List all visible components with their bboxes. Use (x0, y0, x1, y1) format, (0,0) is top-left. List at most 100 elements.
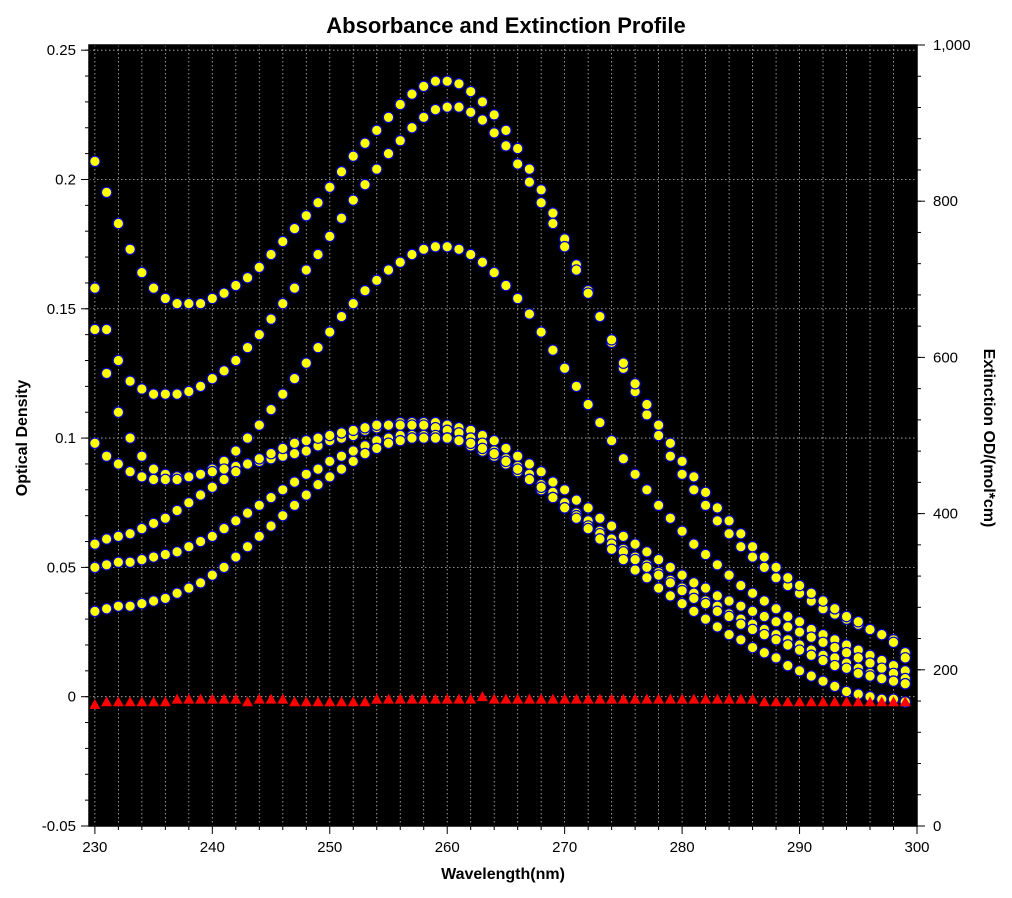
data-point (136, 597, 148, 610)
data-point (676, 468, 688, 481)
data-point (711, 559, 724, 571)
data-point (429, 75, 442, 88)
data-point (312, 248, 324, 261)
data-point (335, 450, 348, 462)
data-point (206, 530, 219, 543)
data-point (793, 665, 806, 677)
data-point (547, 476, 559, 488)
data-point (711, 502, 724, 514)
data-point (441, 240, 454, 253)
data-point (347, 150, 360, 163)
x-tick-label: 250 (317, 839, 342, 856)
data-point (652, 582, 665, 594)
y2-tick-label: 0 (933, 818, 941, 835)
data-point (699, 548, 712, 561)
residual-point (159, 696, 171, 707)
data-point (511, 142, 524, 155)
data-point (770, 652, 782, 664)
data-point (359, 178, 371, 191)
data-point (406, 121, 418, 134)
y2-tick-label: 1,000 (933, 37, 971, 54)
data-point (852, 615, 865, 628)
data-point (124, 375, 136, 387)
residual-point (594, 693, 606, 704)
residual-point (606, 693, 618, 704)
data-point (782, 621, 794, 633)
data-point (276, 388, 289, 400)
data-point (136, 450, 148, 462)
data-point (617, 357, 630, 369)
data-point (464, 106, 477, 119)
data-point (652, 429, 665, 442)
data-point (770, 561, 782, 574)
residual-point (523, 693, 535, 704)
residual-point (570, 693, 582, 704)
data-point (230, 279, 242, 292)
data-point (112, 354, 125, 367)
data-point (159, 292, 172, 305)
data-point (875, 628, 888, 641)
data-point (582, 287, 594, 300)
data-point (488, 109, 500, 121)
data-point (476, 114, 489, 126)
data-point (875, 672, 888, 685)
residual-point (382, 693, 394, 704)
data-point (793, 644, 806, 656)
data-point (617, 452, 630, 465)
data-point (406, 88, 418, 100)
data-point (641, 398, 653, 411)
data-point (746, 540, 759, 553)
data-point (570, 494, 583, 506)
residual-point (476, 691, 488, 702)
data-point (828, 641, 841, 654)
data-point (770, 615, 782, 628)
residual-point (841, 696, 853, 707)
data-point (335, 165, 348, 178)
data-point (335, 310, 348, 323)
data-point (629, 468, 641, 481)
data-point (547, 207, 559, 219)
data-point (476, 256, 489, 269)
data-point (840, 685, 853, 698)
data-point (218, 365, 230, 377)
data-point (323, 429, 336, 442)
y-tick-label: 0.15 (47, 301, 76, 318)
data-point (664, 561, 677, 574)
data-point (535, 465, 547, 478)
y2-tick-label: 800 (933, 193, 958, 210)
data-point (218, 522, 230, 535)
data-point (688, 538, 700, 550)
data-point (206, 481, 219, 494)
data-point (699, 499, 712, 512)
residual-point (206, 693, 218, 704)
data-point (112, 217, 125, 230)
residual-point (629, 693, 641, 704)
data-point (629, 538, 641, 550)
x-tick-label: 300 (904, 839, 929, 856)
data-point (136, 266, 148, 279)
data-point (89, 561, 101, 574)
residual-point (852, 696, 864, 707)
residual-point (676, 693, 688, 704)
data-point (100, 559, 113, 571)
data-point (840, 610, 853, 623)
data-point (664, 437, 677, 450)
data-point (488, 127, 500, 139)
data-point (735, 579, 747, 592)
data-point (817, 636, 829, 649)
residual-point (371, 693, 383, 704)
data-point (488, 266, 500, 279)
residual-point (136, 696, 148, 707)
residual-point (864, 696, 876, 707)
data-point (335, 212, 348, 225)
data-point (453, 243, 465, 256)
data-point (136, 553, 148, 566)
data-point (652, 553, 665, 566)
data-point (464, 248, 477, 261)
data-point (300, 434, 313, 447)
data-point (183, 540, 195, 553)
axes-layer: 230 240 250 260 270 280 290 300 -0.05 0 0.05 0.1 0.1… (42, 37, 971, 856)
data-point (194, 297, 207, 310)
y2-tick-label: 400 (933, 506, 958, 523)
x-axis-title: Wavelength(nm) (441, 866, 565, 883)
